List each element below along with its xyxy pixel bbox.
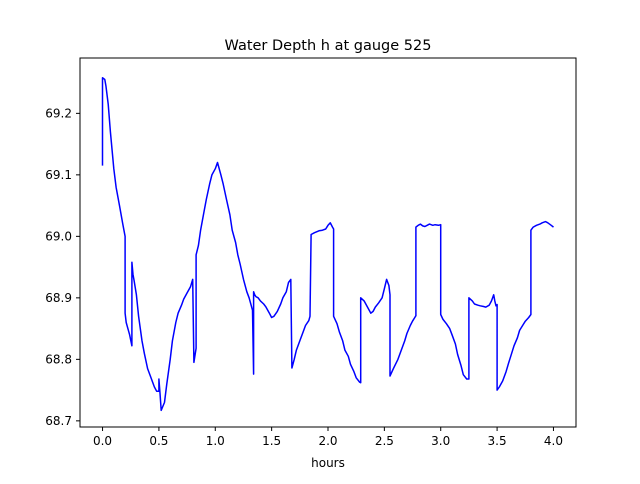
x-tick-label: 4.0 [544,434,563,448]
x-tick-label: 3.5 [488,434,507,448]
x-tick-label: 1.0 [206,434,225,448]
plot-area [80,58,576,427]
x-tick-label: 3.0 [431,434,450,448]
x-axis-label: hours [311,456,345,470]
x-tick-label: 2.5 [375,434,394,448]
y-tick-label: 69.1 [45,168,72,182]
x-ticks: 0.0 0.5 1.0 1.5 2.0 2.5 3.0 3.5 4.0 [93,427,563,448]
y-tick-label: 68.8 [45,352,72,366]
y-tick-label: 68.7 [45,414,72,428]
y-tick-label: 68.9 [45,291,72,305]
series-layer [101,76,554,412]
x-tick-label: 2.0 [318,434,337,448]
series-line [101,76,554,412]
x-tick-label: 0.5 [149,434,168,448]
x-tick-label: 1.5 [262,434,281,448]
y-tick-label: 69.2 [45,106,72,120]
y-ticks: 68.7 68.8 68.9 69.0 69.1 69.2 [45,106,80,428]
y-tick-label: 69.0 [45,229,72,243]
x-tick-label: 0.0 [93,434,112,448]
chart-title: Water Depth h at gauge 525 [225,38,432,54]
